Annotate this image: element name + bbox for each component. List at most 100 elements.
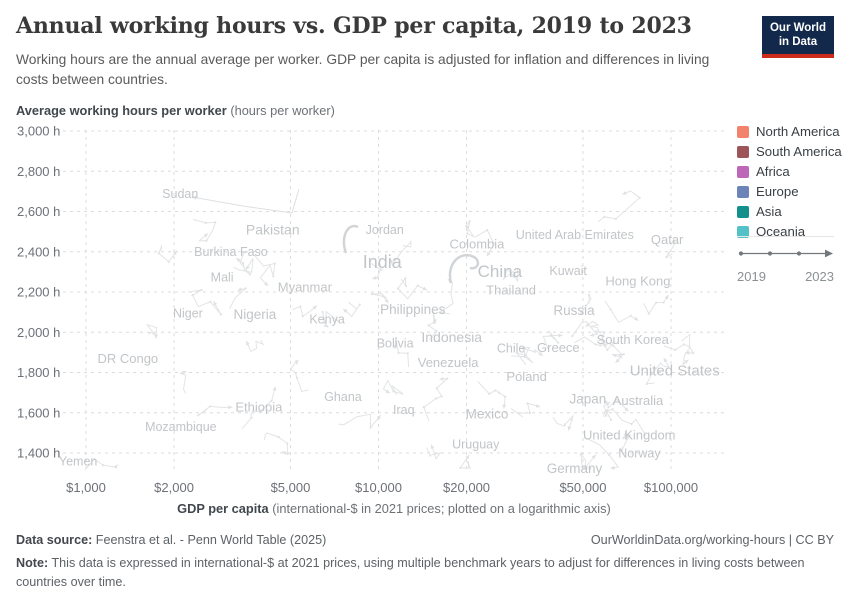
country-label-niger[interactable]: Niger: [173, 307, 203, 321]
trail-point: [459, 466, 462, 470]
legend-item-oceania[interactable]: Oceania: [737, 224, 845, 239]
country-label-kenya[interactable]: Kenya: [309, 313, 344, 327]
trail-arrow-icon: [610, 466, 615, 470]
country-label-south-korea[interactable]: South Korea: [597, 332, 670, 347]
country-label-burkina-faso[interactable]: Burkina Faso: [194, 245, 268, 259]
trail-arrow-icon: [389, 258, 394, 264]
footer: Data source: Feenstra et al. - Penn Worl…: [16, 531, 834, 591]
country-trail: [643, 294, 669, 315]
country-label-india[interactable]: India: [363, 252, 403, 272]
trail-point: [397, 351, 400, 354]
owid-link[interactable]: OurWorldinData.org/working-hours | CC BY: [590, 533, 834, 547]
trail-point: [416, 284, 419, 287]
trail-point: [488, 392, 491, 395]
country-label-mali[interactable]: Mali: [211, 270, 234, 284]
country-trail: [397, 276, 428, 300]
country-label-sudan[interactable]: Sudan: [162, 187, 198, 201]
country-label-mozambique[interactable]: Mozambique: [145, 420, 217, 434]
country-label-dr-congo[interactable]: DR Congo: [97, 351, 158, 366]
trail-arrow-icon: [615, 358, 620, 363]
data-source-value: Feenstra et al. - Penn World Table (2025…: [95, 533, 327, 547]
trail-point: [394, 336, 397, 340]
trail-point: [438, 311, 442, 314]
trail-point: [603, 215, 606, 218]
country-label-poland[interactable]: Poland: [506, 369, 546, 384]
trail-point: [618, 354, 621, 357]
country-label-indonesia[interactable]: Indonesia: [421, 329, 482, 345]
axis-tick-labels: 3,000 h 2,800 h 2,600 h 2,400 h 2,200 h 2,000…: [17, 124, 698, 496]
legend-item-africa[interactable]: Africa: [737, 164, 845, 179]
country-label-philippines[interactable]: Philippines: [380, 302, 446, 317]
country-label-pakistan[interactable]: Pakistan: [246, 222, 300, 238]
trail-arrow-icon: [664, 295, 669, 300]
trail-point: [533, 350, 536, 353]
country-label-kuwait[interactable]: Kuwait: [549, 264, 587, 278]
legend-item-europe[interactable]: Europe: [737, 184, 845, 199]
country-label-iraq[interactable]: Iraq: [393, 403, 415, 417]
country-label-russia[interactable]: Russia: [553, 303, 595, 318]
logo-line-2: in Data: [778, 36, 818, 49]
legend-item-south-america[interactable]: South America: [737, 144, 845, 159]
country-label-qatar[interactable]: Qatar: [651, 232, 684, 247]
trail-point: [620, 450, 623, 453]
country-label-colombia[interactable]: Colombia: [449, 236, 505, 251]
trail-point: [528, 411, 532, 415]
legend-label: South America: [756, 144, 842, 159]
country-label-bolivia[interactable]: Bolivia: [377, 337, 414, 351]
country-label-norway[interactable]: Norway: [618, 446, 661, 460]
country-label-venezuela[interactable]: Venezuela: [418, 355, 479, 370]
x-tick-label-50000: $50,000: [559, 480, 606, 495]
country-label-united-kingdom[interactable]: United Kingdom: [583, 427, 676, 442]
trail-point: [603, 331, 606, 334]
legend-label: Europe: [756, 184, 799, 199]
country-trail: [394, 337, 410, 367]
country-trail: [510, 402, 541, 418]
timeline[interactable]: 2019 2023: [737, 236, 834, 284]
trail-arrow-icon: [376, 415, 381, 420]
country-label-united-arab-emirates[interactable]: United Arab Emirates: [516, 228, 634, 242]
legend-swatch: [737, 185, 749, 198]
trail-arrow-icon: [432, 319, 437, 324]
trail-point: [622, 437, 625, 440]
country-label-yemen[interactable]: Yemen: [59, 454, 98, 468]
country-label-greece[interactable]: Greece: [537, 340, 580, 355]
country-label-hong-kong[interactable]: Hong Kong: [605, 273, 670, 288]
country-label-uruguay[interactable]: Uruguay: [452, 437, 500, 451]
trail-arrow-icon: [633, 316, 639, 321]
country-label-chile[interactable]: Chile: [497, 342, 526, 356]
country-label-germany[interactable]: Germany: [547, 461, 603, 476]
legend-item-asia[interactable]: Asia: [737, 204, 845, 219]
trail-point: [272, 275, 275, 278]
country-label-nigeria[interactable]: Nigeria: [234, 307, 277, 322]
country-label-thailand[interactable]: Thailand: [486, 283, 536, 298]
trail-arrow-icon: [611, 353, 617, 358]
country-label-united-states[interactable]: United States: [630, 363, 720, 380]
trail-point: [244, 287, 247, 290]
country-label-ghana[interactable]: Ghana: [324, 390, 362, 404]
trail-point: [273, 262, 276, 265]
country-label-myanmar[interactable]: Myanmar: [278, 280, 333, 295]
country-label-ethiopia[interactable]: Ethiopia: [235, 399, 283, 414]
trail-point: [404, 277, 407, 280]
timeline-track[interactable]: [737, 246, 834, 261]
data-source-label: Data source:: [16, 533, 93, 547]
country-trail: [191, 188, 300, 214]
trail-point: [579, 453, 583, 456]
country-label-china[interactable]: China: [478, 262, 523, 281]
country-trail: [681, 333, 691, 365]
x-tick-label-10000: $10,000: [355, 480, 402, 495]
country-label-australia[interactable]: Australia: [613, 393, 664, 408]
country-label-jordan[interactable]: Jordan: [366, 223, 404, 237]
trail-arrow-icon: [237, 287, 243, 292]
trail-point: [205, 239, 208, 242]
country-label-mexico[interactable]: Mexico: [466, 406, 509, 421]
trail-arrow-icon: [502, 404, 507, 409]
legend-swatch: [737, 205, 749, 218]
owid-logo[interactable]: Our World in Data: [761, 16, 834, 58]
country-label-japan[interactable]: Japan: [570, 391, 607, 406]
country-trail: [371, 292, 389, 304]
y-axis-title-bold: Average working hours per worker: [16, 103, 227, 118]
trail-point: [157, 252, 160, 255]
trail-arrow-icon: [604, 408, 609, 413]
legend-item-north-america[interactable]: North America: [737, 124, 845, 139]
